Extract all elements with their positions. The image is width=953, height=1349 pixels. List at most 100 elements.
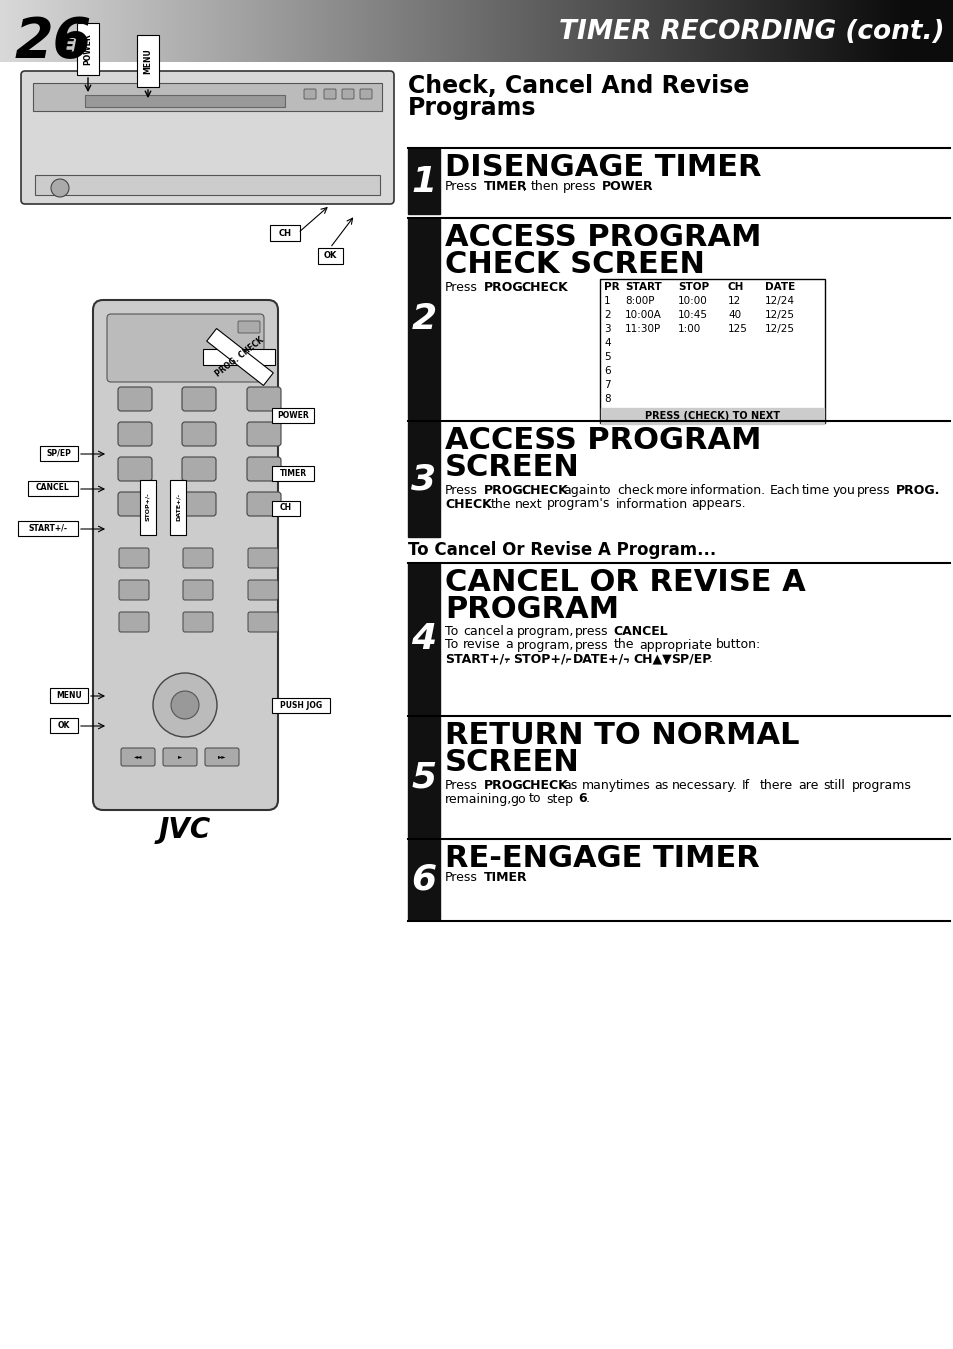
Text: go: go xyxy=(510,792,525,805)
Text: CH: CH xyxy=(727,282,743,291)
Text: OK: OK xyxy=(58,720,71,730)
Bar xyxy=(50,718,78,733)
Text: ,: , xyxy=(522,179,527,193)
Text: POWER: POWER xyxy=(276,410,309,420)
Text: 12: 12 xyxy=(727,295,740,306)
Text: MENU: MENU xyxy=(56,691,82,700)
Text: again: again xyxy=(563,484,598,496)
Text: RETURN TO NORMAL: RETURN TO NORMAL xyxy=(444,720,799,750)
Bar xyxy=(35,175,379,196)
FancyBboxPatch shape xyxy=(182,492,215,517)
Text: OK: OK xyxy=(323,251,336,260)
Text: .: . xyxy=(708,652,712,665)
Text: PRESS (CHECK) TO NEXT: PRESS (CHECK) TO NEXT xyxy=(644,411,780,421)
Bar xyxy=(203,349,274,366)
Text: programs: programs xyxy=(851,778,911,792)
Text: CHECK: CHECK xyxy=(521,281,568,294)
Text: information: information xyxy=(616,498,687,510)
Bar xyxy=(85,94,285,107)
Text: CANCEL OR REVISE A: CANCEL OR REVISE A xyxy=(444,568,805,598)
Text: 3: 3 xyxy=(411,463,436,496)
Text: PROGRAM: PROGRAM xyxy=(444,595,618,625)
Text: JVC: JVC xyxy=(159,816,211,844)
Text: 11:30P: 11:30P xyxy=(624,324,660,335)
Text: necessary.: necessary. xyxy=(671,778,737,792)
Text: Press: Press xyxy=(444,778,477,792)
FancyBboxPatch shape xyxy=(183,548,213,568)
Bar xyxy=(28,482,78,496)
Text: then: then xyxy=(531,179,558,193)
Text: cancel: cancel xyxy=(462,625,503,638)
Bar xyxy=(77,23,99,76)
Text: 1:00: 1:00 xyxy=(678,324,700,335)
Text: 5: 5 xyxy=(603,352,610,362)
Text: STOP: STOP xyxy=(678,282,708,291)
Text: Press: Press xyxy=(444,179,477,193)
Text: 40: 40 xyxy=(727,310,740,320)
FancyBboxPatch shape xyxy=(119,580,149,600)
Text: to: to xyxy=(598,484,611,496)
FancyBboxPatch shape xyxy=(119,612,149,631)
Text: time: time xyxy=(801,484,828,496)
Text: TIMER: TIMER xyxy=(279,468,306,478)
Text: as: as xyxy=(563,778,578,792)
Text: revise: revise xyxy=(462,638,500,652)
Bar xyxy=(317,248,343,264)
Text: ,: , xyxy=(565,652,569,665)
Text: STOP+/–: STOP+/– xyxy=(513,652,571,665)
Text: 4: 4 xyxy=(411,622,436,656)
Text: the: the xyxy=(490,498,511,510)
Text: you: you xyxy=(831,484,854,496)
Text: 1: 1 xyxy=(411,165,436,198)
Text: 125: 125 xyxy=(727,324,747,335)
Text: appropriate: appropriate xyxy=(639,638,711,652)
Bar xyxy=(50,688,88,703)
Text: DATE+/-: DATE+/- xyxy=(175,492,180,521)
Text: program,: program, xyxy=(517,625,574,638)
Text: CANCEL: CANCEL xyxy=(36,483,70,492)
Text: to: to xyxy=(528,792,540,805)
Bar xyxy=(408,422,439,537)
Text: there: there xyxy=(760,778,792,792)
FancyBboxPatch shape xyxy=(118,387,152,411)
FancyBboxPatch shape xyxy=(119,548,149,568)
Text: press: press xyxy=(575,625,608,638)
FancyBboxPatch shape xyxy=(237,321,260,333)
Text: STOP+/-: STOP+/- xyxy=(146,492,151,521)
Text: PROG. CHECK: PROG. CHECK xyxy=(213,336,266,379)
Text: ►►: ►► xyxy=(217,754,226,759)
FancyBboxPatch shape xyxy=(92,299,277,809)
Text: ACCESS PROGRAM: ACCESS PROGRAM xyxy=(444,223,760,252)
Text: information.: information. xyxy=(689,484,765,496)
Text: PR: PR xyxy=(603,282,619,291)
Text: 6: 6 xyxy=(411,863,436,897)
Text: .: . xyxy=(558,281,562,294)
Text: a: a xyxy=(505,638,513,652)
FancyBboxPatch shape xyxy=(248,548,277,568)
FancyBboxPatch shape xyxy=(182,457,215,482)
FancyBboxPatch shape xyxy=(247,492,281,517)
FancyBboxPatch shape xyxy=(118,422,152,447)
FancyBboxPatch shape xyxy=(182,387,215,411)
Text: DATE: DATE xyxy=(764,282,795,291)
Text: as: as xyxy=(653,778,667,792)
Text: TIMER RECORDING (cont.): TIMER RECORDING (cont.) xyxy=(558,19,944,45)
Text: 10:00A: 10:00A xyxy=(624,310,661,320)
Text: PROG.: PROG. xyxy=(483,281,528,294)
Bar xyxy=(272,407,314,424)
Text: 3: 3 xyxy=(603,324,610,335)
Text: 6: 6 xyxy=(603,366,610,376)
Text: CH: CH xyxy=(279,503,292,513)
Bar xyxy=(408,564,439,714)
Bar xyxy=(272,697,330,714)
Text: SCREEN: SCREEN xyxy=(444,453,579,482)
Text: step: step xyxy=(546,792,573,805)
Text: To: To xyxy=(444,625,457,638)
Text: ACCESS PROGRAM: ACCESS PROGRAM xyxy=(444,426,760,455)
FancyBboxPatch shape xyxy=(182,422,215,447)
Text: .: . xyxy=(659,625,662,638)
Text: START+/–: START+/– xyxy=(444,652,510,665)
Text: To: To xyxy=(444,638,457,652)
FancyBboxPatch shape xyxy=(107,314,264,382)
Text: PROG.: PROG. xyxy=(895,484,940,496)
